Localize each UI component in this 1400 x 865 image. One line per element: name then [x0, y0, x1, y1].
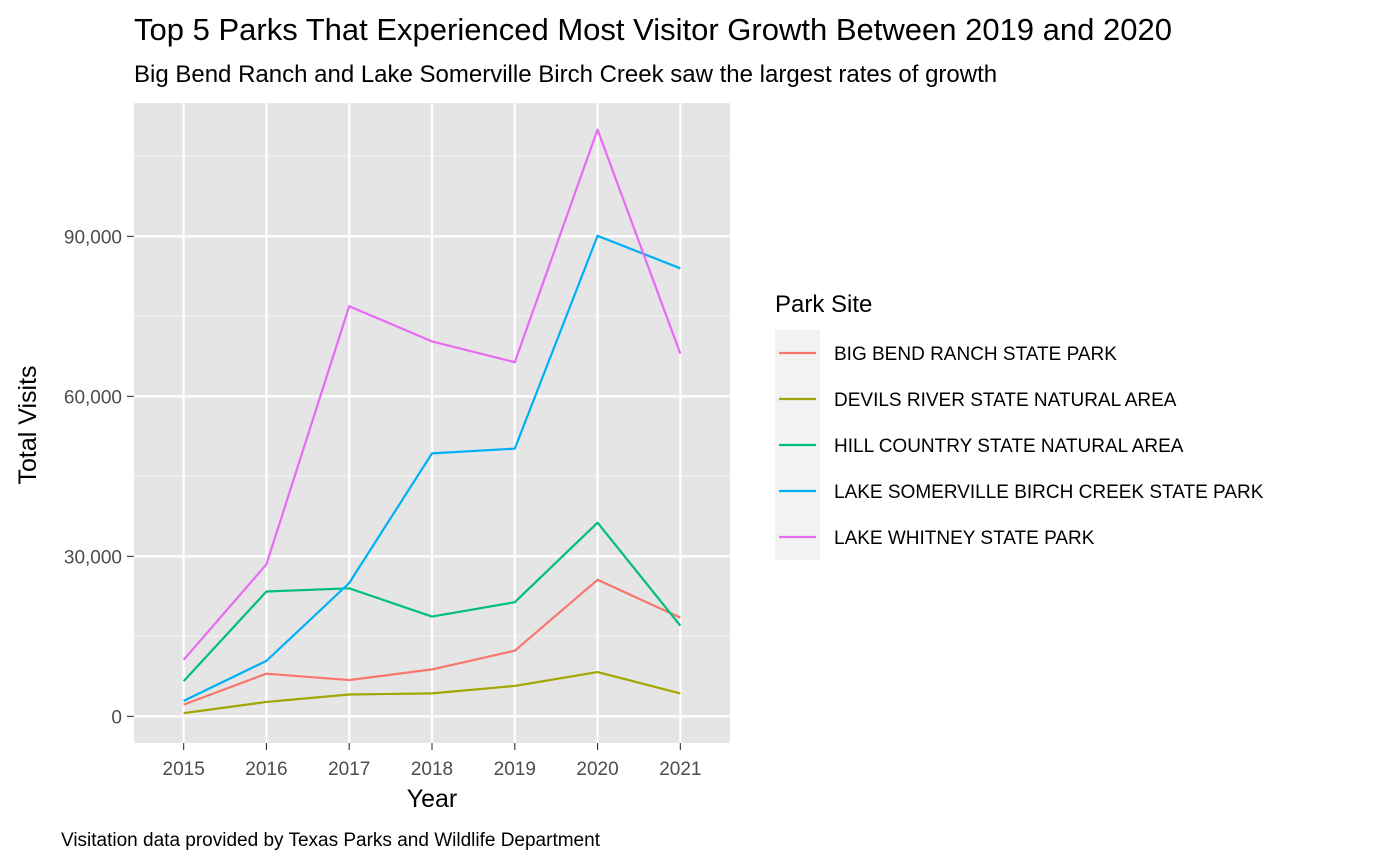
series-line-3 [182, 521, 682, 682]
x-tick-label: 2019 [494, 759, 536, 780]
y-axis: 0 30,000 60,000 90,000 [64, 227, 134, 728]
x-tick-label: 2020 [576, 759, 618, 780]
legend-label: DEVILS RIVER STATE NATURAL AREA [834, 390, 1177, 411]
legend: Park Site BIG BEND RANCH STATE PARK DEVIL… [775, 291, 1264, 560]
chart-title: Top 5 Parks That Experienced Most Visito… [134, 12, 1172, 47]
x-tick-label: 2015 [163, 759, 205, 780]
series-line-1 [183, 578, 681, 706]
chart-subtitle: Big Bend Ranch and Lake Somerville Birch… [134, 61, 997, 88]
x-tick-label: 2021 [659, 759, 701, 780]
x-tick-label: 2017 [328, 759, 370, 780]
legend-label: LAKE WHITNEY STATE PARK [834, 528, 1095, 549]
y-axis-title: Total Visits [14, 365, 42, 484]
y-tick-label: 90,000 [64, 227, 122, 248]
y-tick-label: 30,000 [64, 547, 122, 568]
legend-label: BIG BEND RANCH STATE PARK [834, 344, 1117, 365]
x-tick-label: 2018 [411, 759, 453, 780]
x-axis: 2015 2016 2017 2018 2019 2020 2021 [163, 743, 701, 780]
series-line-2 [183, 670, 681, 715]
y-tick-label: 0 [111, 707, 122, 728]
legend-title: Park Site [775, 291, 872, 318]
legend-label: HILL COUNTRY STATE NATURAL AREA [834, 436, 1184, 457]
series-line-4 [183, 234, 681, 702]
legend-label: LAKE SOMERVILLE BIRCH CREEK STATE PARK [834, 482, 1264, 503]
series-line-5 [182, 128, 682, 661]
x-axis-title: Year [407, 785, 458, 813]
x-tick-label: 2016 [245, 759, 287, 780]
chart-caption: Visitation data provided by Texas Parks … [61, 830, 601, 851]
y-tick-label: 60,000 [64, 387, 122, 408]
plot-panel [134, 103, 730, 743]
